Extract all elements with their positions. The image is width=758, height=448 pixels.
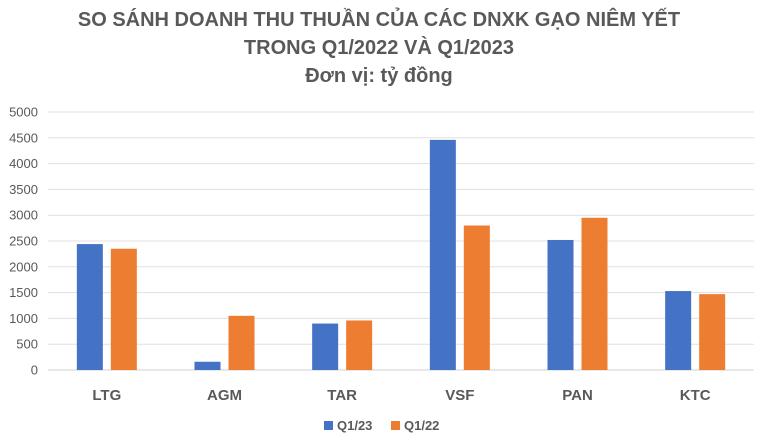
y-axis-ticks: 0 500 1000 1500 2000 2500 3000 3500 4000 4500 5000 [9, 105, 38, 378]
bar-ktc-q1-22 [699, 294, 726, 370]
bar-agm-q1-22 [228, 315, 255, 370]
bar-tar-q1-23 [312, 323, 339, 370]
y-tick-label: 500 [16, 337, 38, 352]
legend-label: Q1/22 [404, 418, 439, 433]
x-category-label: AGM [207, 387, 242, 404]
legend-swatch [324, 421, 333, 430]
y-tick-label: 1500 [9, 285, 38, 300]
y-tick-label: 4000 [9, 156, 38, 171]
legend-swatch [391, 421, 400, 430]
y-tick-label: 3000 [9, 208, 38, 223]
bar-vsf-q1-23 [429, 139, 456, 370]
y-tick-label: 1000 [9, 311, 38, 326]
y-tick-label: 0 [31, 363, 38, 378]
x-axis-labels: LTG AGM TAR VSF PAN KTC [92, 387, 710, 404]
chart-title-line-2: TRONG Q1/2022 VÀ Q1/2023 [243, 37, 515, 59]
bars [76, 139, 726, 370]
bar-tar-q1-22 [346, 320, 373, 370]
bar-ltg-q1-23 [76, 244, 103, 370]
chart-title: SO SÁNH DOANH THU THUẦN CỦA CÁC DNXK GẠO… [0, 6, 758, 90]
legend-label: Q1/23 [337, 418, 372, 433]
y-tick-label: 2000 [9, 259, 38, 274]
x-category-label: PAN [562, 387, 593, 404]
y-tick-label: 2500 [9, 234, 38, 249]
x-category-label: LTG [92, 387, 121, 404]
bar-ktc-q1-23 [665, 291, 692, 370]
chart-subtitle-unit: Đơn vị: tỷ đồng [305, 65, 453, 87]
bar-vsf-q1-22 [463, 225, 490, 370]
y-tick-label: 5000 [9, 105, 38, 120]
y-tick-label: 4500 [9, 130, 38, 145]
bar-agm-q1-23 [194, 361, 221, 370]
x-category-label: KTC [680, 387, 711, 404]
bar-pan-q1-22 [581, 217, 608, 370]
gridlines [48, 111, 754, 371]
x-category-label: TAR [327, 387, 357, 404]
x-category-label: VSF [445, 387, 474, 404]
bar-pan-q1-23 [547, 239, 574, 370]
chart-title-line-1: SO SÁNH DOANH THU THUẦN CỦA CÁC DNXK GẠO… [77, 9, 681, 31]
y-tick-label: 3500 [9, 182, 38, 197]
legend: Q1/23 Q1/22 [324, 418, 439, 433]
bar-ltg-q1-22 [110, 248, 137, 370]
